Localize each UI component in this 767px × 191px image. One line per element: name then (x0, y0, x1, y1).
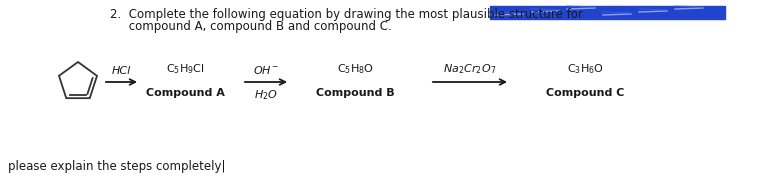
Text: 2.  Complete the following equation by drawing the most plausible structure for: 2. Complete the following equation by dr… (110, 8, 583, 21)
Text: H$_2$O: H$_2$O (254, 88, 278, 102)
Text: compound A, compound B and compound C.: compound A, compound B and compound C. (110, 20, 392, 33)
Text: C$_5$H$_8$O: C$_5$H$_8$O (337, 62, 374, 76)
Text: Compound C: Compound C (546, 88, 624, 98)
Text: please explain the steps completely|: please explain the steps completely| (8, 160, 225, 173)
Text: HCl: HCl (112, 66, 131, 76)
Text: Na$_2$Cr$_2$O$_7$: Na$_2$Cr$_2$O$_7$ (443, 62, 497, 76)
Text: C$_3$H$_6$O: C$_3$H$_6$O (567, 62, 604, 76)
FancyBboxPatch shape (490, 6, 725, 19)
Text: Compound A: Compound A (146, 88, 225, 98)
Text: C$_5$H$_9$Cl: C$_5$H$_9$Cl (166, 62, 204, 76)
Text: Compound B: Compound B (316, 88, 394, 98)
Text: OH$^-$: OH$^-$ (253, 64, 279, 76)
